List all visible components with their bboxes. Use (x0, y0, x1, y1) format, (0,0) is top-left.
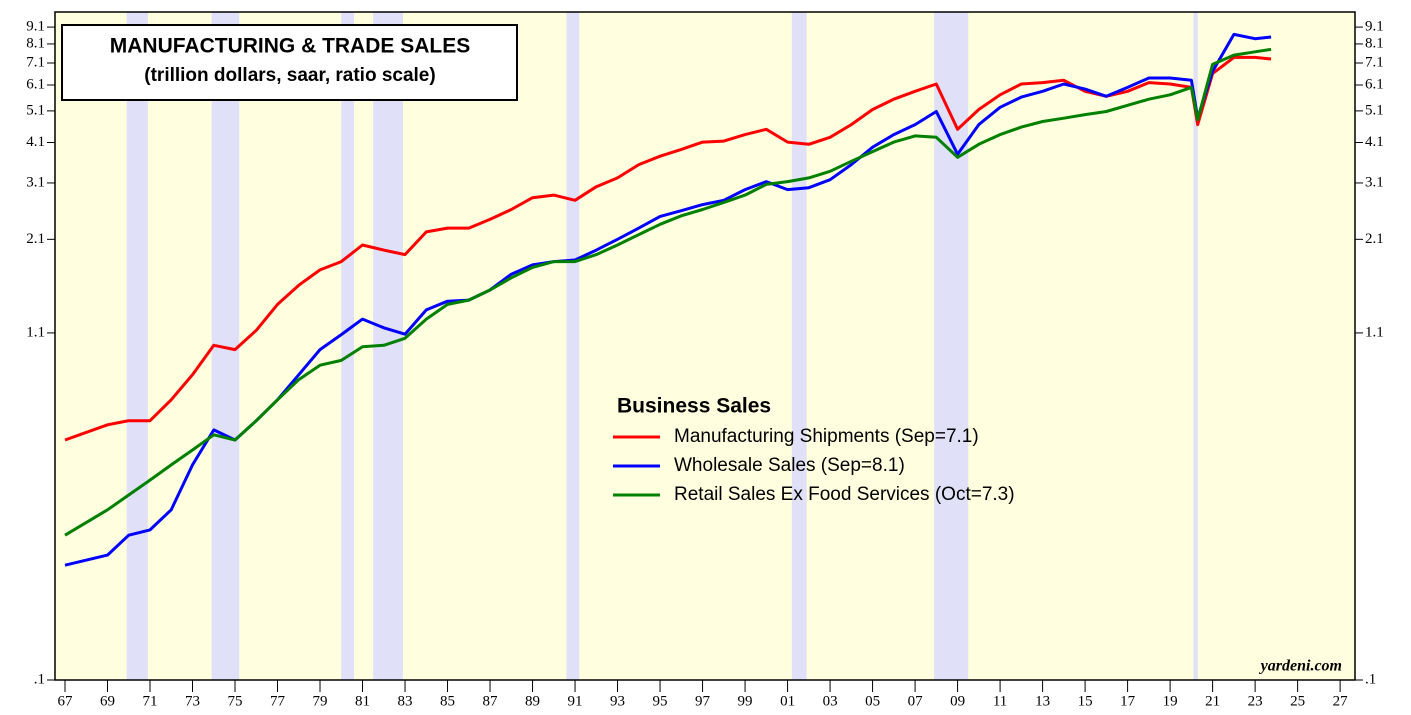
y-tick-label: 9.1 (1365, 19, 1384, 35)
legend-title: Business Sales (617, 395, 771, 418)
x-tick-label: 03 (823, 693, 838, 709)
x-tick-label: 25 (1290, 693, 1305, 709)
plot-frame (54, 11, 1356, 681)
series-line (64, 47, 1272, 537)
y-tick-label: 5.1 (1365, 102, 1384, 118)
y-tick-label: .1 (1365, 671, 1376, 687)
y-tick-label: 6.1 (1365, 76, 1384, 92)
x-tick-label: 21 (1205, 693, 1220, 709)
title-box (61, 24, 518, 101)
x-tick-label: 17 (1120, 693, 1136, 709)
x-tick-label: 27 (1333, 693, 1349, 709)
x-tick-label: 85 (440, 693, 455, 709)
x-tick-label: 81 (355, 693, 370, 709)
x-tick-label: 69 (100, 693, 115, 709)
x-tick-label: 13 (1035, 693, 1050, 709)
x-tick-label: 01 (780, 693, 795, 709)
x-tick-label: 83 (398, 693, 413, 709)
x-tick-label: 97 (695, 693, 711, 709)
x-tick-label: 15 (1078, 693, 1093, 709)
x-tick-label: 11 (993, 693, 1007, 709)
x-tick-label: 73 (185, 693, 200, 709)
recession-band (1193, 12, 1198, 680)
x-tick-label: 05 (865, 693, 880, 709)
y-tick-label: 5.1 (26, 102, 45, 118)
x-tick-label: 89 (525, 693, 540, 709)
y-tick-label: 3.1 (1365, 174, 1384, 190)
y-tick-label: 8.1 (1365, 35, 1384, 51)
x-tick-label: 23 (1248, 693, 1263, 709)
recession-band (341, 12, 355, 680)
x-tick-label: 71 (142, 693, 157, 709)
y-tick-label: 2.1 (1365, 231, 1384, 247)
annotation: yardeni.com (1259, 658, 1342, 675)
x-tick-label: 77 (270, 693, 286, 709)
series-line (64, 32, 1272, 567)
y-tick-label: 2.1 (26, 231, 45, 247)
y-tick-label: 1.1 (1365, 324, 1384, 340)
y-tick-label: 7.1 (1365, 54, 1384, 70)
legend-label: Retail Sales Ex Food Services (Oct=7.3) (674, 484, 1015, 505)
x-tick-label: 93 (610, 693, 625, 709)
x-tick-label: 87 (483, 693, 499, 709)
y-tick-label: 1.1 (26, 324, 45, 340)
x-tick-label: 09 (950, 693, 965, 709)
chart-title: MANUFACTURING & TRADE SALES (110, 35, 471, 58)
y-tick-label: 8.1 (26, 35, 45, 51)
y-tick-label: 6.1 (26, 76, 45, 92)
recession-band (791, 12, 807, 680)
x-tick-label: 67 (57, 693, 73, 709)
x-tick-label: 19 (1163, 693, 1178, 709)
y-tick-label: .1 (34, 671, 45, 687)
x-tick-label: 99 (738, 693, 753, 709)
recession-band (126, 12, 148, 680)
recession-band (566, 12, 580, 680)
legend-label: Wholesale Sales (Sep=8.1) (674, 455, 905, 476)
y-tick-label: 4.1 (26, 134, 45, 150)
chart-subtitle: (trillion dollars, saar, ratio scale) (144, 65, 435, 86)
x-tick-label: 07 (908, 693, 924, 709)
y-tick-label: 4.1 (1365, 134, 1384, 150)
y-tick-label: 7.1 (26, 54, 45, 70)
x-tick-label: 91 (568, 693, 583, 709)
y-tick-label: 3.1 (26, 174, 45, 190)
x-tick-label: 95 (653, 693, 668, 709)
legend-label: Manufacturing Shipments (Sep=7.1) (674, 426, 979, 447)
y-tick-label: 9.1 (26, 19, 45, 35)
plot-background (55, 12, 1355, 680)
x-tick-label: 79 (313, 693, 328, 709)
x-tick-label: 75 (228, 693, 243, 709)
